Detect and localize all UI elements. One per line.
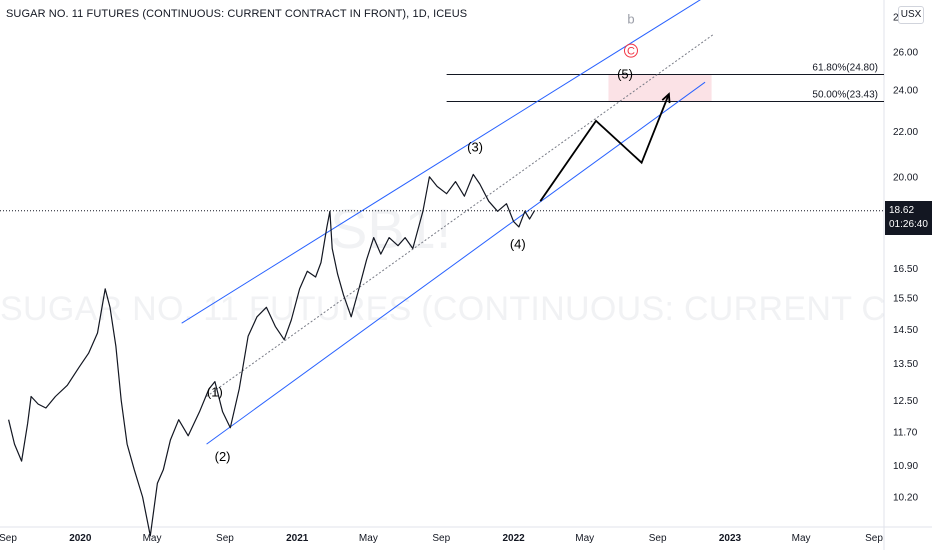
price-badge: 18.62 01:26:40: [885, 201, 932, 235]
y-tick-label: 26.00: [893, 48, 918, 59]
x-tick-label: 2022: [502, 533, 525, 544]
y-tick-label: 15.50: [893, 293, 918, 304]
x-tick-label: 2020: [69, 533, 92, 544]
x-tick-label: May: [359, 533, 378, 544]
y-tick-label: 13.50: [893, 359, 918, 370]
wave-label: (4): [510, 237, 526, 252]
wave-label-circle: [623, 43, 638, 58]
x-tick-label: May: [792, 533, 811, 544]
wave-label: b: [627, 12, 634, 27]
x-tick-label: May: [143, 533, 162, 544]
currency-button[interactable]: USX: [898, 6, 924, 24]
channel-lower-line: [206, 81, 706, 445]
projection-path: [539, 93, 670, 202]
y-tick-label: 10.90: [893, 461, 918, 472]
channel-midline: [206, 33, 715, 397]
wave-label: (2): [215, 449, 231, 464]
x-tick-label: Sep: [865, 533, 883, 544]
y-tick-label: 10.20: [893, 493, 918, 504]
wave-label: (1): [207, 385, 223, 400]
x-tick-label: Sep: [649, 533, 667, 544]
fib-zone: [608, 74, 712, 102]
watermark-symbol: SB1!: [330, 197, 452, 260]
fib-level-label: 61.80%(24.80): [812, 62, 878, 73]
wave-label: (5): [617, 66, 633, 81]
watermark-text: SUGAR NO. 11 FUTURES (CONTINUOUS: CURREN…: [0, 290, 884, 328]
y-tick-label: 12.50: [893, 396, 918, 407]
wave-label: (3): [467, 139, 483, 154]
x-tick-label: Sep: [216, 533, 234, 544]
price-series-line: [8, 173, 535, 537]
y-tick-label: 22.00: [893, 127, 918, 138]
y-tick-label: 16.50: [893, 264, 918, 275]
price-badge-value: 18.62: [889, 205, 915, 216]
y-tick-label: 24.00: [893, 86, 918, 97]
price-badge-countdown: 01:26:40: [889, 219, 928, 230]
x-tick-label: 2021: [286, 533, 309, 544]
projection-arrow-head: [661, 92, 671, 104]
x-tick-label: May: [575, 533, 594, 544]
x-tick-label: Sep: [0, 533, 17, 544]
x-tick-label: 2023: [719, 533, 742, 544]
fib-level-label: 50.00%(23.43): [812, 89, 878, 100]
y-tick-label: 20.00: [893, 172, 918, 183]
chart-title: SUGAR NO. 11 FUTURES (CONTINUOUS: CURREN…: [6, 8, 468, 20]
wave-label: C: [627, 46, 635, 58]
y-tick-label: 11.70: [893, 427, 918, 438]
x-tick-label: Sep: [432, 533, 450, 544]
channel-upper-line: [181, 0, 701, 324]
y-tick-label: 14.50: [893, 325, 918, 336]
